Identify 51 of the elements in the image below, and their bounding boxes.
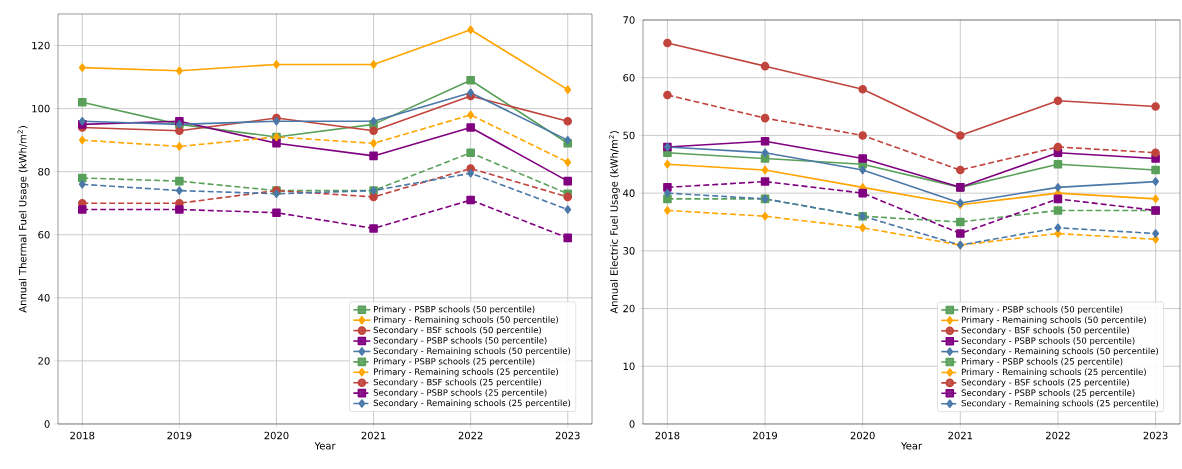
legend-label: Secondary - BSF schools (50 percentile) bbox=[961, 326, 1129, 336]
legend-label: Secondary - BSF schools (25 percentile) bbox=[373, 378, 542, 387]
legend-label: Secondary - PSBP schools (25 percentile) bbox=[373, 389, 547, 398]
y-tick-label: 10 bbox=[623, 362, 635, 371]
y-tick-label: 0 bbox=[44, 420, 50, 428]
x-tick-label: 2019 bbox=[753, 431, 778, 440]
x-axis-title: Year bbox=[900, 442, 923, 450]
legend-label: Secondary - Remaining schools (25 percentile) bbox=[961, 399, 1159, 408]
x-tick-label: 2023 bbox=[1143, 431, 1168, 440]
x-axis-title: Year bbox=[314, 442, 336, 450]
legend-label: Secondary - Remaining schools (50 percentile) bbox=[961, 347, 1159, 356]
legend-label: Secondary - PSBP schools (50 percentile) bbox=[373, 337, 547, 346]
y-tick-label: 80 bbox=[38, 167, 50, 176]
legend-label: Secondary - BSF schools (25 percentile) bbox=[961, 378, 1129, 388]
legend-label: Primary - PSBP schools (25 percentile) bbox=[961, 358, 1123, 367]
legend-label: Primary - Remaining schools (25 percentile) bbox=[374, 368, 558, 377]
legend-label: Secondary - PSBP schools (50 percentile) bbox=[961, 337, 1135, 346]
legend-label: Primary - Remaining schools (50 percentile) bbox=[374, 316, 558, 325]
y-tick-label: 20 bbox=[38, 357, 50, 365]
x-tick-label: 2021 bbox=[948, 431, 973, 440]
legend-label: Secondary - BSF schools (50 percentile) bbox=[373, 326, 542, 335]
y-axis-title: Annual Electric Fuel Usage (kWh/m$^{2}$) bbox=[608, 131, 620, 314]
y-tick-label: 30 bbox=[623, 247, 635, 255]
legend-label: Primary - PSBP schools (50 percentile) bbox=[961, 305, 1123, 315]
legend-label: Secondary - Remaining schools (25 percentile) bbox=[373, 399, 571, 408]
x-tick-label: 2020 bbox=[264, 431, 289, 440]
y-tick-label: 50 bbox=[623, 131, 635, 140]
y-tick-label: 120 bbox=[32, 41, 50, 50]
legend-label: Primary - Remaining schools (50 percentile) bbox=[961, 316, 1146, 325]
x-tick-label: 2023 bbox=[555, 431, 580, 440]
legend-label: Primary - PSBP schools (50 percentile) bbox=[374, 305, 535, 314]
legend-label: Primary - PSBP schools (25 percentile) bbox=[374, 357, 535, 367]
y-axis-title: Annual Thermal Fuel Usage (kWh/m$^{2}$) bbox=[17, 126, 29, 313]
x-tick-label: 2020 bbox=[850, 431, 875, 440]
y-tick-label: 40 bbox=[38, 294, 50, 302]
x-tick-label: 2021 bbox=[361, 431, 386, 440]
legend-label: Secondary - PSBP schools (25 percentile) bbox=[961, 389, 1135, 398]
x-tick-label: 2022 bbox=[1046, 431, 1070, 440]
x-tick-label: 2018 bbox=[655, 431, 680, 440]
legend-label: Primary - Remaining schools (25 percentile) bbox=[961, 368, 1146, 377]
x-tick-label: 2019 bbox=[167, 431, 192, 440]
y-tick-label: 70 bbox=[623, 16, 635, 24]
x-tick-label: 2022 bbox=[458, 431, 483, 440]
y-tick-label: 100 bbox=[32, 104, 50, 113]
y-tick-label: 60 bbox=[623, 73, 635, 82]
y-tick-label: 40 bbox=[623, 189, 635, 197]
legend-label: Secondary - Remaining schools (50 percentile) bbox=[373, 347, 571, 356]
y-tick-label: 20 bbox=[623, 304, 635, 313]
x-tick-label: 2018 bbox=[70, 431, 95, 440]
y-tick-label: 0 bbox=[629, 420, 635, 428]
y-tick-label: 60 bbox=[38, 230, 50, 239]
